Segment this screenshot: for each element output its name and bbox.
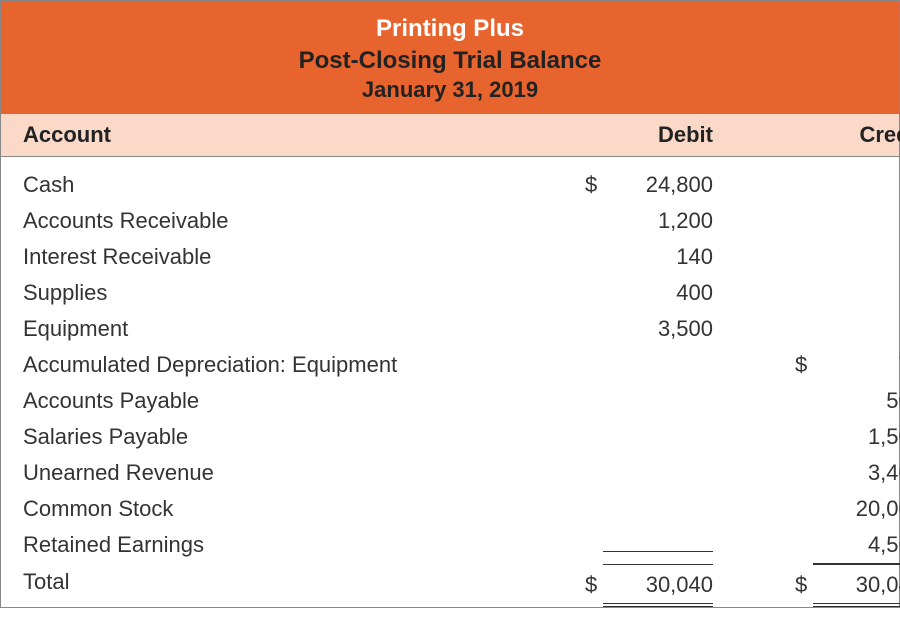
credit-cell: 4,565 bbox=[753, 527, 900, 564]
account-cell: Accumulated Depreciation: Equipment bbox=[1, 347, 523, 383]
account-cell: Supplies bbox=[1, 275, 523, 311]
debit-cell: 3,500 bbox=[523, 311, 753, 347]
table-row: Interest Receivable 140 bbox=[1, 239, 899, 275]
account-cell: Accounts Receivable bbox=[1, 203, 523, 239]
debit-cell bbox=[523, 347, 753, 383]
report-date: January 31, 2019 bbox=[1, 77, 899, 103]
table-row: Cash $24,800 bbox=[1, 167, 899, 203]
debit-cell bbox=[523, 419, 753, 455]
total-label: Total bbox=[1, 564, 523, 607]
account-cell: Accounts Payable bbox=[1, 383, 523, 419]
total-row: Total $30,040 $30,040 bbox=[1, 564, 899, 607]
column-header-row: Account Debit Credit bbox=[1, 114, 899, 157]
title-block: Printing Plus Post-Closing Trial Balance… bbox=[1, 1, 899, 114]
credit-cell: 3,400 bbox=[753, 455, 900, 491]
report-name: Post-Closing Trial Balance bbox=[1, 47, 899, 75]
table-row: Supplies 400 bbox=[1, 275, 899, 311]
account-cell: Equipment bbox=[1, 311, 523, 347]
debit-cell bbox=[523, 383, 753, 419]
col-header-account: Account bbox=[1, 122, 523, 148]
account-cell: Interest Receivable bbox=[1, 239, 523, 275]
table-row: Retained Earnings 4,565 bbox=[1, 527, 899, 564]
credit-cell: 500 bbox=[753, 383, 900, 419]
account-cell: Common Stock bbox=[1, 491, 523, 527]
debit-cell bbox=[523, 527, 753, 564]
table-row: Salaries Payable 1,500 bbox=[1, 419, 899, 455]
credit-cell: $75 bbox=[753, 347, 900, 383]
credit-cell bbox=[753, 311, 900, 347]
table-row: Equipment 3,500 bbox=[1, 311, 899, 347]
debit-cell: $24,800 bbox=[523, 167, 753, 203]
account-cell: Unearned Revenue bbox=[1, 455, 523, 491]
credit-cell bbox=[753, 167, 900, 203]
table-row: Accumulated Depreciation: Equipment $75 bbox=[1, 347, 899, 383]
debit-cell: 1,200 bbox=[523, 203, 753, 239]
table-row: Accounts Receivable 1,200 bbox=[1, 203, 899, 239]
credit-cell bbox=[753, 275, 900, 311]
debit-cell: 400 bbox=[523, 275, 753, 311]
company-name: Printing Plus bbox=[1, 15, 899, 43]
credit-cell: 1,500 bbox=[753, 419, 900, 455]
col-header-credit: Credit bbox=[753, 122, 900, 148]
account-cell: Salaries Payable bbox=[1, 419, 523, 455]
trial-balance-table: Printing Plus Post-Closing Trial Balance… bbox=[0, 0, 900, 608]
total-credit: $30,040 bbox=[753, 564, 900, 607]
credit-cell: 20,000 bbox=[753, 491, 900, 527]
account-cell: Cash bbox=[1, 167, 523, 203]
credit-cell bbox=[753, 203, 900, 239]
col-header-debit: Debit bbox=[523, 122, 753, 148]
debit-cell bbox=[523, 455, 753, 491]
table-row: Accounts Payable 500 bbox=[1, 383, 899, 419]
data-rows: Cash $24,800 Accounts Receivable 1,200 I… bbox=[1, 157, 899, 617]
debit-cell: 140 bbox=[523, 239, 753, 275]
total-debit: $30,040 bbox=[523, 564, 753, 607]
credit-cell bbox=[753, 239, 900, 275]
table-row: Common Stock 20,000 bbox=[1, 491, 899, 527]
debit-cell bbox=[523, 491, 753, 527]
table-row: Unearned Revenue 3,400 bbox=[1, 455, 899, 491]
account-cell: Retained Earnings bbox=[1, 527, 523, 564]
